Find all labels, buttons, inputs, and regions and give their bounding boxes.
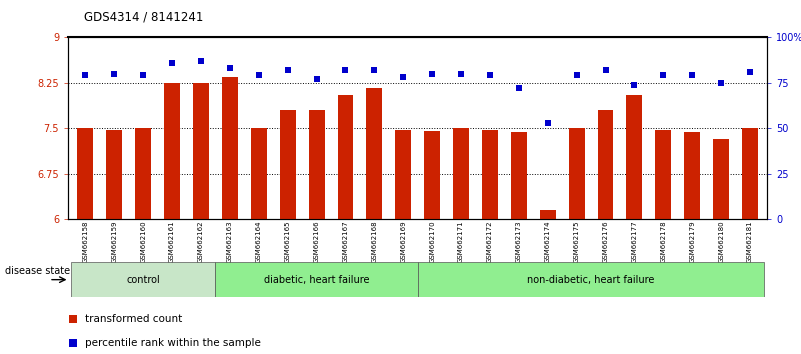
Point [628, 82, 641, 87]
Bar [713, 139, 729, 219]
Point [455, 71, 468, 76]
Bar [280, 110, 296, 219]
Point [281, 67, 294, 73]
Point [426, 71, 439, 76]
Bar [308, 110, 324, 219]
Bar [569, 128, 585, 219]
Bar [337, 95, 353, 219]
Point [310, 76, 323, 82]
Bar [78, 128, 94, 219]
Text: disease state: disease state [5, 266, 70, 276]
Point [79, 73, 92, 78]
Point [252, 73, 265, 78]
Bar [482, 130, 498, 219]
Bar [742, 128, 758, 219]
Text: diabetic, heart failure: diabetic, heart failure [264, 275, 369, 285]
Point [686, 73, 698, 78]
Bar [396, 130, 411, 219]
Bar [164, 83, 180, 219]
Point [714, 80, 727, 86]
Text: GDS4314 / 8141241: GDS4314 / 8141241 [84, 11, 203, 24]
Point [657, 73, 670, 78]
Point [599, 67, 612, 73]
FancyBboxPatch shape [215, 262, 417, 297]
Point [513, 85, 525, 91]
Bar [684, 132, 700, 219]
Point [166, 60, 179, 65]
Bar [193, 83, 209, 219]
FancyBboxPatch shape [71, 262, 215, 297]
Point [396, 74, 409, 80]
Point [223, 65, 236, 71]
Bar [511, 132, 527, 219]
Point [108, 71, 121, 76]
Text: control: control [127, 275, 160, 285]
Point [137, 73, 150, 78]
Bar [425, 131, 440, 219]
Bar [453, 128, 469, 219]
Point [195, 58, 207, 64]
Point [339, 67, 352, 73]
Point [570, 73, 583, 78]
Bar [540, 210, 556, 219]
Point [541, 120, 554, 126]
Bar [655, 130, 671, 219]
Point [368, 67, 380, 73]
Point [743, 69, 756, 75]
Text: non-diabetic, heart failure: non-diabetic, heart failure [527, 275, 654, 285]
Bar [598, 110, 614, 219]
Bar [366, 87, 382, 219]
Bar [135, 128, 151, 219]
FancyBboxPatch shape [417, 262, 764, 297]
Bar [222, 77, 238, 219]
Text: percentile rank within the sample: percentile rank within the sample [85, 338, 261, 348]
Bar [626, 95, 642, 219]
Bar [251, 128, 267, 219]
Point [484, 73, 497, 78]
Bar [107, 130, 123, 219]
Point [346, 193, 359, 199]
Text: transformed count: transformed count [85, 314, 182, 324]
